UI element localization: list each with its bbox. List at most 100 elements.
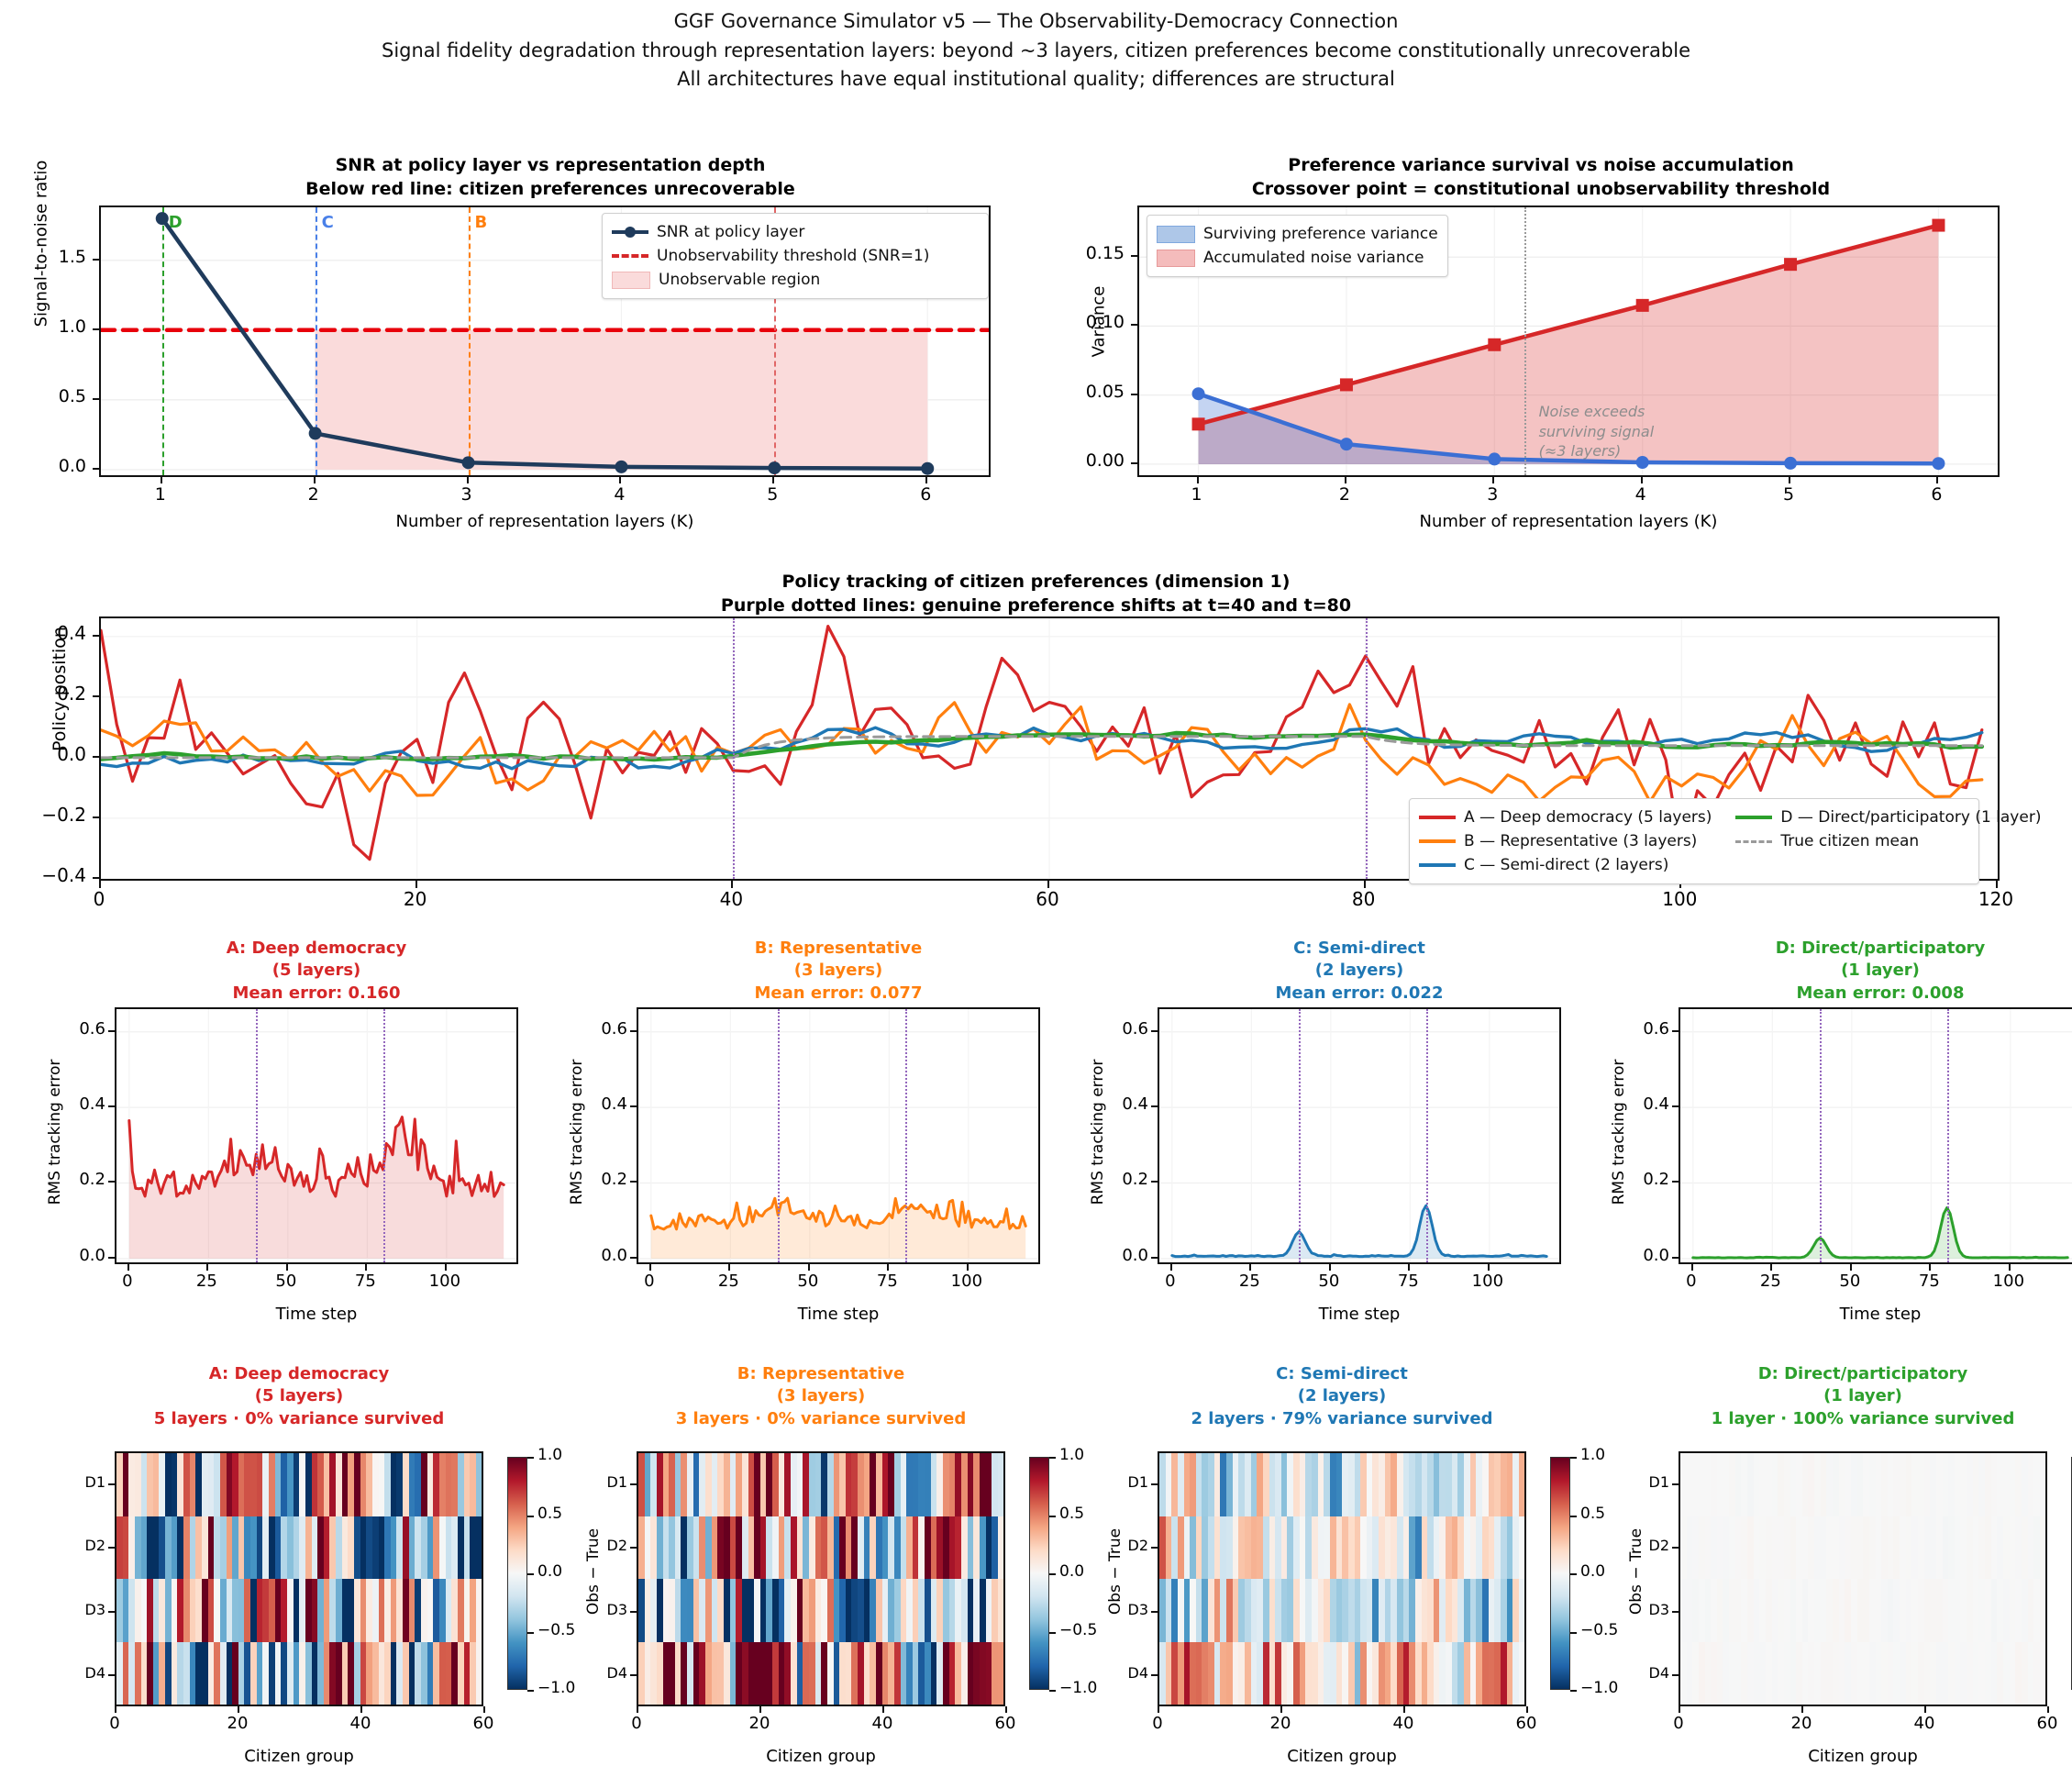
heatmap-cell (736, 1453, 742, 1516)
heatmap-column (967, 1453, 974, 1705)
heatmap-cell (943, 1641, 949, 1705)
policy-legend-col-2: D — Direct/participatory (1 layer) True c… (1735, 805, 2041, 877)
snr-xticklabel-4: 4 (614, 484, 626, 505)
arch-marker-line-C (315, 207, 317, 475)
heatmap-cell (845, 1641, 852, 1705)
heatmap-x-axis-label-B: Citizen group (766, 1747, 876, 1766)
heatmap-cell (1948, 1516, 1955, 1579)
heatmap-column (329, 1453, 337, 1705)
heatmap-cell (1680, 1579, 1687, 1642)
heatmap-column (1845, 1453, 1851, 1705)
heatmap-cell (893, 1579, 901, 1642)
heatmap-cell (1753, 1453, 1760, 1516)
var-xtick-1 (1196, 477, 1199, 483)
rms-plot-canvas-A (116, 1009, 516, 1262)
policy-xtick-0 (99, 881, 101, 888)
heatmap-cell (269, 1579, 275, 1642)
colorbar-tick-B-0 (1049, 1457, 1056, 1459)
heatmap-column (1312, 1453, 1318, 1705)
heatmap-cell (693, 1579, 700, 1642)
heatmap-cell (122, 1641, 129, 1705)
heatmap-column (390, 1453, 397, 1705)
heatmap-cell (1512, 1453, 1519, 1516)
heatmap-column (906, 1453, 913, 1705)
heatmap-cell (269, 1453, 275, 1516)
heatmap-cell (371, 1641, 379, 1705)
rms-ytick-B-2 (630, 1105, 637, 1108)
heatmap-column (1900, 1453, 1906, 1705)
heatmap-cell (674, 1453, 681, 1516)
snr-series-canvas (155, 212, 935, 475)
heatmap-column (1868, 1453, 1876, 1705)
heatmap-cell (741, 1579, 748, 1642)
heatmap-cell (1911, 1453, 1918, 1516)
heatmap-cell (985, 1516, 992, 1579)
heatmap-cell (122, 1579, 129, 1642)
heatmap-cell (826, 1641, 834, 1705)
policy-xticklabel-40: 40 (719, 888, 744, 910)
snr-xticklabel-5: 5 (767, 484, 779, 505)
heatmap-cell (803, 1453, 809, 1516)
heatmap-cell (893, 1641, 901, 1705)
heatmap-column (656, 1453, 663, 1705)
heatmap-column (936, 1453, 944, 1705)
heatmap-cell (1686, 1453, 1693, 1516)
snr-legend-label-1: Unobservability threshold (SNR=1) (657, 247, 930, 265)
rms-panel-title-line-B-2: Mean error: 0.077 (754, 983, 923, 1003)
heatmap-row-label-C-D1: D1 (1127, 1472, 1149, 1491)
heatmap-column (433, 1453, 439, 1705)
heatmap-cell (960, 1453, 968, 1516)
heatmap-cell (979, 1579, 986, 1642)
heatmap-cell (1171, 1516, 1178, 1579)
heatmap-cell (1244, 1641, 1251, 1705)
heatmap-column (1299, 1453, 1306, 1705)
heatmap-cell (165, 1516, 172, 1579)
heatmap-cell (286, 1516, 294, 1579)
heatmap-column (293, 1453, 300, 1705)
heatmap-cell (177, 1579, 184, 1642)
heatmap-cell (1457, 1516, 1465, 1579)
heatmap-column (1360, 1453, 1367, 1705)
heatmap-cell (1506, 1579, 1513, 1642)
heatmap-cell (1177, 1641, 1184, 1705)
preference-shift-line-t80 (1365, 618, 1368, 879)
rms-xticklabel-D-75: 75 (1918, 1272, 1940, 1291)
policy-yticklabel-1: −0.2 (41, 803, 86, 826)
crossover-annotation-line-2: (≈3 layers) (1538, 442, 1622, 461)
heatmap-cell (1868, 1453, 1876, 1516)
suptitle-line-3: All architectures have equal institution… (677, 68, 1395, 90)
snr-legend-row-0: SNR at policy layer (612, 220, 979, 244)
heatmap-cell (1226, 1641, 1233, 1705)
heatmap-cell (329, 1641, 337, 1705)
heatmap-cell (1372, 1579, 1379, 1642)
heatmap-cell (1881, 1516, 1888, 1579)
heatmap-xtick-A-0 (115, 1706, 116, 1713)
heatmap-cell (814, 1453, 822, 1516)
heatmap-cell (232, 1579, 238, 1642)
heatmap-cell (863, 1453, 870, 1516)
heatmap-column (1451, 1453, 1458, 1705)
heatmap-cell (1476, 1453, 1482, 1516)
heatmap-cell (433, 1579, 439, 1642)
heatmap-cell (1293, 1453, 1300, 1516)
snr-legend-label-0: SNR at policy layer (657, 223, 805, 241)
heatmap-cell (1312, 1641, 1318, 1705)
heatmap-x-axis-label-C: Citizen group (1287, 1747, 1397, 1766)
heatmap-cell (778, 1453, 785, 1516)
heatmap-cell (650, 1641, 657, 1705)
heatmap-cell (1954, 1516, 1961, 1579)
heatmap-cell (408, 1453, 416, 1516)
heatmap-cell (226, 1453, 233, 1516)
heatmap-cell (360, 1453, 367, 1516)
heatmap-column (384, 1453, 391, 1705)
heatmap-cell (152, 1516, 160, 1579)
heatmap-cell (1923, 1516, 1931, 1579)
heatmap-cell (262, 1641, 270, 1705)
heatmap-cell (930, 1641, 937, 1705)
heatmap-cell (930, 1579, 937, 1642)
heatmap-cell (1808, 1641, 1815, 1705)
heatmap-cell (1433, 1516, 1440, 1579)
heatmap-cell (669, 1516, 675, 1579)
heatmap-panel-title-line-C-2: 2 layers · 79% variance survived (1191, 1408, 1493, 1428)
heatmap-cell (948, 1579, 956, 1642)
